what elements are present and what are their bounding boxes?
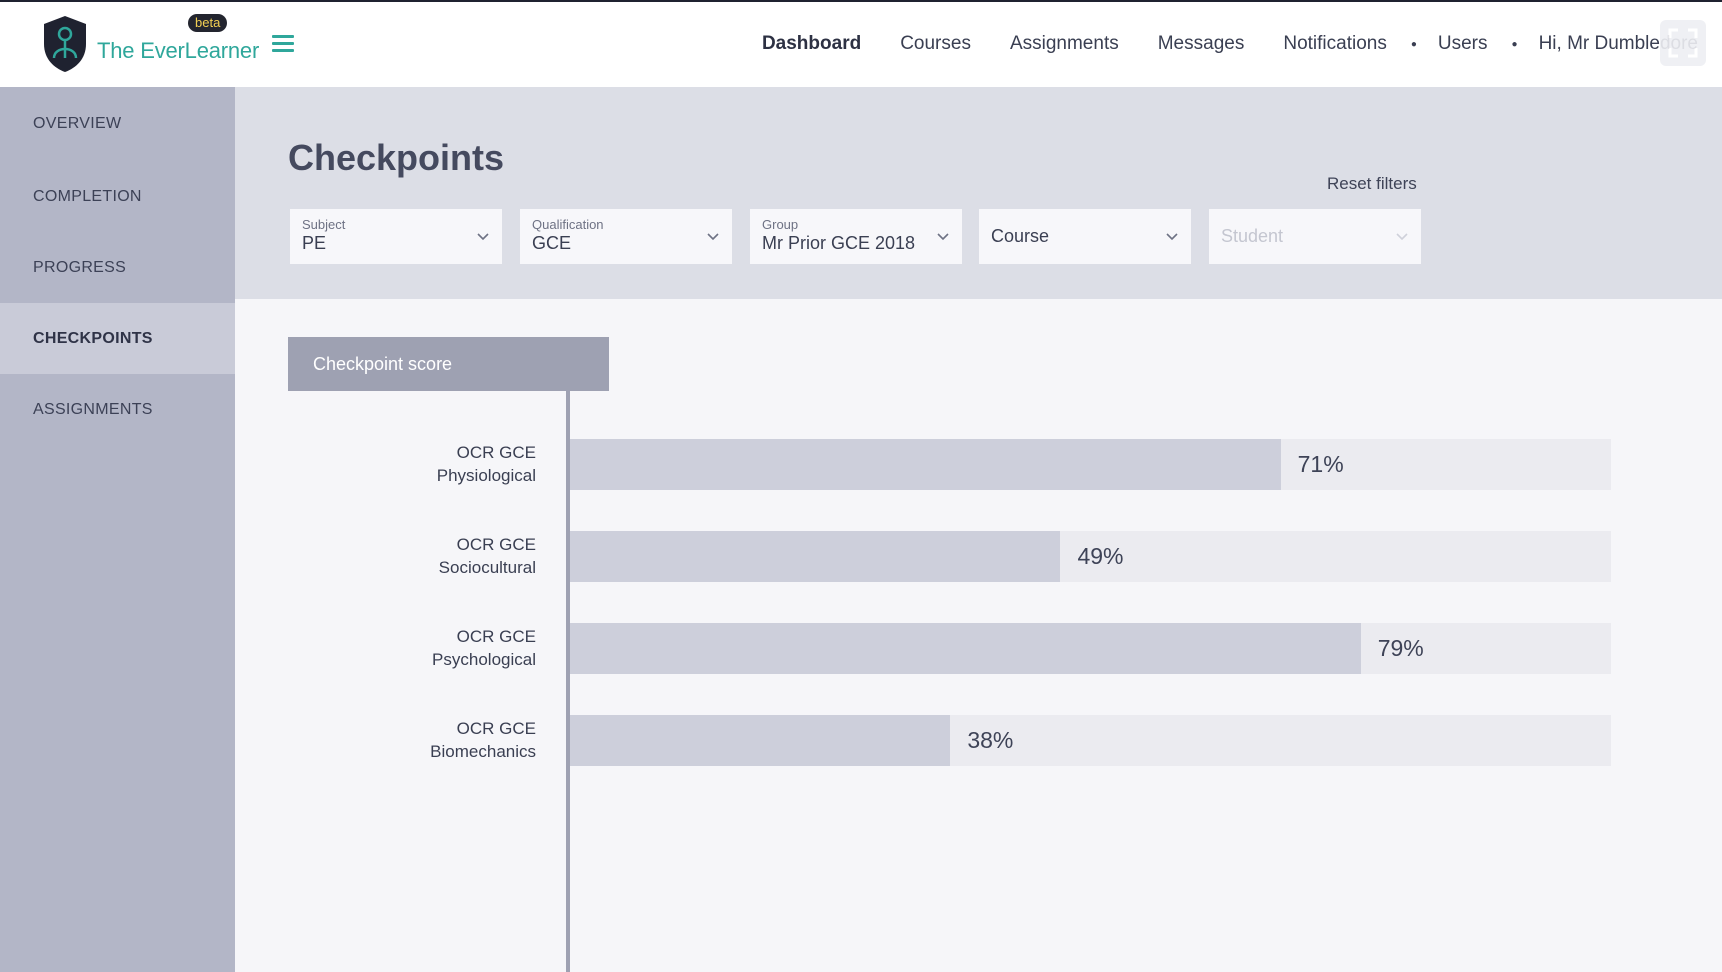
course-placeholder: Course	[991, 226, 1050, 246]
top-navigation-bar: The EverLearner beta Dashboard Courses A…	[0, 0, 1722, 87]
nav-assignments[interactable]: Assignments	[1009, 33, 1119, 54]
bar-category-label-line: Biomechanics	[430, 742, 536, 761]
nav-notifications[interactable]: Notifications	[1283, 33, 1387, 54]
page-title: Checkpoints	[288, 137, 505, 178]
fullscreen-button[interactable]	[1660, 20, 1706, 66]
chevron-down-icon	[707, 233, 719, 241]
bar-track: 38%	[570, 715, 1611, 766]
student-placeholder: Student	[1221, 226, 1284, 246]
nav-dashboard[interactable]: Dashboard	[761, 33, 862, 54]
bar[interactable]	[570, 623, 1361, 674]
bar[interactable]	[570, 531, 1061, 582]
bar-category-label: OCR GCE Sociocultural	[360, 533, 536, 579]
bar-category-label-line: OCR GCE	[456, 719, 536, 738]
chevron-down-icon	[1396, 233, 1408, 241]
nav-courses[interactable]: Courses	[900, 33, 971, 54]
qualification-label: Qualification	[532, 217, 604, 232]
nav-separator-dot: ●	[1410, 38, 1417, 50]
nav-messages[interactable]: Messages	[1157, 33, 1245, 54]
bar-category-label: OCR GCE Psychological	[360, 625, 536, 671]
bar-category-label: OCR GCE Biomechanics	[360, 717, 536, 763]
subject-select[interactable]: Subject PE	[290, 209, 502, 264]
subject-label: Subject	[302, 217, 346, 232]
beta-badge: beta	[188, 14, 228, 32]
sidebar-item-assignments[interactable]: ASSIGNMENTS	[33, 400, 153, 418]
student-select[interactable]: Student	[1209, 209, 1421, 264]
bar-value-label: 38%	[967, 727, 1014, 753]
shield-logo-icon	[44, 16, 86, 72]
sidebar-item-overview[interactable]: OVERVIEW	[33, 115, 122, 132]
chevron-down-icon	[937, 233, 949, 241]
group-select[interactable]: Group Mr Prior GCE 2018	[750, 209, 962, 264]
bar-category-label: OCR GCE Physiological	[360, 441, 536, 487]
brand-name: The EverLearner	[97, 38, 260, 63]
filters-header: Checkpoints Reset filters Subject PE Qua…	[235, 87, 1722, 299]
chart-title: Checkpoint score	[288, 337, 609, 391]
bar-track: 49%	[570, 531, 1611, 582]
bar-category-label-line: Sociocultural	[438, 558, 536, 577]
subject-value: PE	[302, 233, 327, 253]
bar-value-label: 71%	[1297, 451, 1344, 477]
bar-category-label-line: OCR GCE	[456, 627, 536, 646]
sidebar-item-completion[interactable]: COMPLETION	[33, 187, 142, 205]
brand-logo[interactable]: The EverLearner beta	[40, 14, 259, 76]
bar[interactable]	[570, 715, 951, 766]
reset-filters-link[interactable]: Reset filters	[1327, 174, 1417, 193]
bar-category-label-line: OCR GCE	[456, 535, 536, 554]
qualification-select[interactable]: Qualification GCE	[520, 209, 732, 264]
user-greeting[interactable]: Hi, Mr Dumbledore	[1538, 33, 1698, 54]
chart-axis-line	[566, 391, 570, 972]
course-select[interactable]: Course	[979, 209, 1191, 264]
bar[interactable]	[570, 439, 1281, 490]
group-label: Group	[762, 217, 799, 232]
sidebar-item-progress[interactable]: PROGRESS	[33, 258, 127, 276]
bar-track: 71%	[570, 439, 1611, 490]
sidebar-item-checkpoints[interactable]: CHECKPOINTS	[0, 303, 235, 374]
main-nav: Dashboard Courses Assignments Messages N…	[723, 2, 1698, 86]
chevron-down-icon	[1166, 233, 1178, 241]
hamburger-menu-icon[interactable]	[272, 33, 296, 53]
qualification-value: GCE	[532, 233, 572, 253]
bar-category-label-line: OCR GCE	[456, 443, 536, 462]
bar-category-label-line: Physiological	[436, 466, 536, 485]
expand-icon	[1668, 28, 1698, 58]
nav-separator-dot: ●	[1511, 38, 1518, 50]
bar-value-label: 79%	[1377, 635, 1424, 661]
bar-value-label: 49%	[1077, 543, 1124, 569]
bar-category-label-line: Psychological	[432, 650, 536, 669]
bar-track: 79%	[570, 623, 1611, 674]
group-value: Mr Prior GCE 2018	[762, 233, 916, 253]
sidebar: OVERVIEW COMPLETION PROGRESS CHECKPOINTS…	[0, 87, 235, 972]
nav-users[interactable]: Users	[1437, 33, 1488, 54]
chevron-down-icon	[477, 233, 489, 241]
